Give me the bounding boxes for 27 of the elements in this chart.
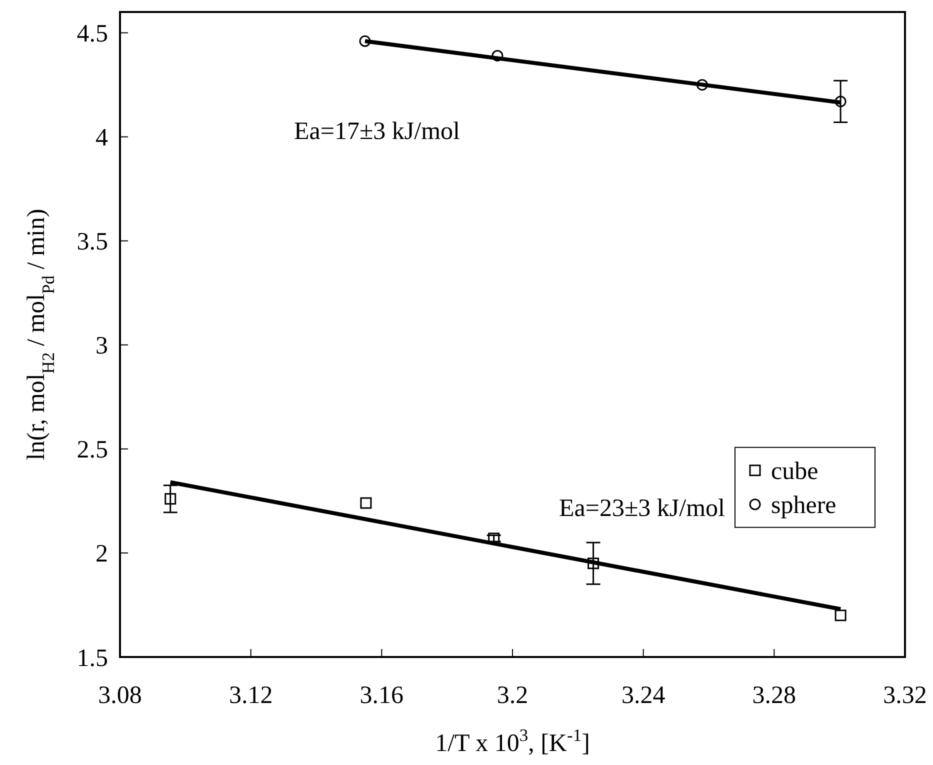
point — [360, 497, 372, 509]
y-tick-label: 4.5 — [76, 20, 108, 48]
y-tick-label: 2 — [96, 540, 108, 568]
x-tick-label: 3.16 — [360, 682, 404, 709]
point — [492, 50, 504, 62]
point — [696, 79, 708, 91]
y-tick-label: 2.5 — [76, 436, 108, 464]
legend-label: cube — [771, 458, 818, 486]
x-tick-label: 3.28 — [752, 682, 796, 709]
legend-label: sphere — [771, 492, 836, 520]
point — [834, 610, 846, 622]
x-tick-label: 3.32 — [883, 682, 927, 709]
y-tick-label: 3.5 — [76, 228, 108, 256]
x-axis-title: 1/T x 10$^{3}$, [K$^{-1}$] — [435, 725, 590, 757]
point — [164, 493, 176, 505]
annotation: Ea=17±3 kJ/mol — [294, 118, 460, 145]
point — [588, 558, 600, 570]
x-tick-label: 3.24 — [621, 682, 666, 709]
y-tick-label: 3 — [96, 332, 108, 360]
x-tick-label: 3.12 — [228, 682, 273, 709]
x-tick-label: 3.08 — [98, 682, 142, 709]
point — [834, 96, 846, 108]
point — [359, 35, 371, 47]
y-tick-label: 1.5 — [76, 644, 108, 672]
annotation: Ea=23±3 kJ/mol — [559, 494, 726, 522]
x-tick-label: 3.2 — [496, 682, 528, 709]
y-tick-label: 4 — [96, 124, 108, 152]
